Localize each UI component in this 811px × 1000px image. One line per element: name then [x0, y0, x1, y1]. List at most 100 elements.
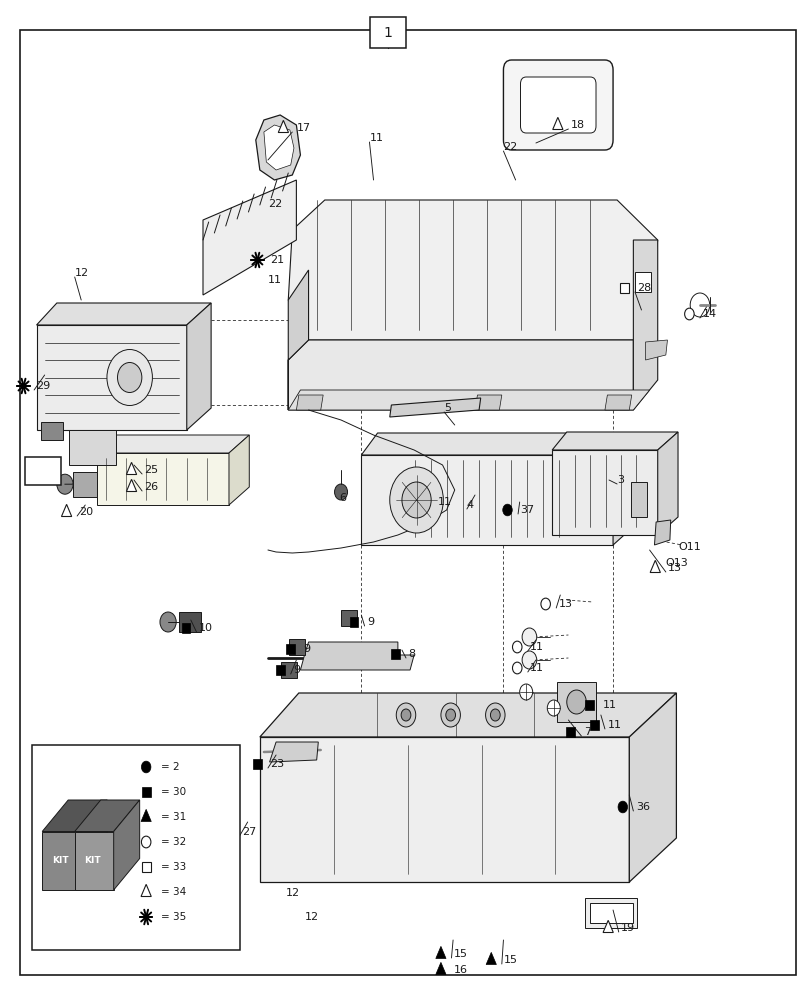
- Polygon shape: [361, 455, 612, 545]
- Text: 20: 20: [79, 507, 93, 517]
- Circle shape: [118, 363, 142, 393]
- Polygon shape: [603, 920, 612, 932]
- Text: 11: 11: [437, 497, 451, 507]
- Text: 1: 1: [384, 26, 392, 40]
- Polygon shape: [361, 433, 637, 455]
- Polygon shape: [288, 340, 633, 410]
- Text: 11: 11: [530, 642, 543, 652]
- Circle shape: [540, 598, 550, 610]
- Polygon shape: [141, 884, 151, 896]
- Polygon shape: [552, 117, 562, 129]
- Text: = 31: = 31: [161, 812, 186, 822]
- Polygon shape: [389, 398, 480, 417]
- Polygon shape: [114, 800, 139, 890]
- Text: = 35: = 35: [161, 912, 186, 922]
- Bar: [585, 700, 593, 710]
- Polygon shape: [97, 453, 229, 505]
- Bar: [556, 682, 595, 722]
- Polygon shape: [75, 832, 114, 890]
- Polygon shape: [260, 737, 629, 882]
- Bar: [286, 644, 294, 654]
- Polygon shape: [650, 560, 659, 572]
- Text: 22: 22: [503, 142, 517, 152]
- Text: 13: 13: [558, 599, 572, 609]
- Text: 11: 11: [602, 700, 616, 710]
- Circle shape: [160, 612, 176, 632]
- Text: 23: 23: [270, 759, 284, 769]
- Bar: [73, 472, 97, 497]
- Text: 9: 9: [367, 617, 374, 627]
- Text: 11: 11: [530, 663, 543, 673]
- Text: 16: 16: [453, 965, 467, 975]
- Bar: [225, 827, 233, 837]
- Polygon shape: [260, 693, 676, 737]
- Polygon shape: [436, 962, 445, 974]
- Circle shape: [21, 383, 26, 389]
- Polygon shape: [612, 433, 637, 545]
- Circle shape: [512, 662, 521, 674]
- Text: 27: 27: [242, 827, 256, 837]
- Polygon shape: [551, 450, 657, 535]
- Circle shape: [512, 641, 521, 653]
- Text: 14: 14: [702, 309, 715, 319]
- Bar: [630, 482, 646, 517]
- Bar: [589, 903, 632, 923]
- Text: 18: 18: [570, 120, 584, 130]
- Circle shape: [490, 709, 500, 721]
- Polygon shape: [42, 832, 81, 890]
- Text: 24: 24: [43, 465, 58, 475]
- Polygon shape: [42, 800, 107, 832]
- Text: 6: 6: [339, 493, 346, 503]
- Circle shape: [255, 257, 260, 263]
- Bar: [341, 610, 357, 626]
- Bar: [178, 612, 201, 632]
- Bar: [253, 759, 261, 769]
- Polygon shape: [300, 642, 414, 670]
- Bar: [350, 617, 358, 627]
- Text: 11: 11: [607, 720, 620, 730]
- Circle shape: [144, 914, 148, 920]
- Text: 10: 10: [199, 623, 212, 633]
- Text: 9: 9: [293, 665, 300, 675]
- Polygon shape: [62, 504, 71, 516]
- Polygon shape: [141, 809, 151, 822]
- Text: O11: O11: [678, 542, 701, 552]
- Polygon shape: [296, 395, 323, 410]
- Text: 25: 25: [144, 465, 158, 475]
- Bar: [584, 898, 637, 928]
- Text: 11: 11: [268, 275, 281, 285]
- Bar: [370, 17, 406, 48]
- Circle shape: [57, 474, 73, 494]
- Circle shape: [334, 484, 347, 500]
- Polygon shape: [36, 325, 187, 430]
- Circle shape: [141, 836, 151, 848]
- Circle shape: [107, 350, 152, 406]
- Bar: [566, 727, 574, 737]
- Text: 4: 4: [466, 500, 474, 510]
- Text: 12: 12: [75, 268, 88, 278]
- Polygon shape: [645, 340, 667, 360]
- Polygon shape: [633, 240, 657, 410]
- Bar: [634, 272, 650, 292]
- Text: 17: 17: [296, 123, 310, 133]
- Polygon shape: [288, 390, 649, 410]
- Polygon shape: [288, 270, 308, 410]
- Polygon shape: [97, 435, 249, 453]
- Text: KIT: KIT: [52, 856, 69, 865]
- Text: 15: 15: [453, 949, 467, 959]
- Text: 9: 9: [303, 644, 311, 654]
- Text: = 2: = 2: [161, 762, 179, 772]
- Circle shape: [521, 628, 536, 646]
- Text: 13: 13: [667, 563, 681, 573]
- Text: 8: 8: [408, 649, 415, 659]
- FancyBboxPatch shape: [520, 77, 595, 133]
- Polygon shape: [629, 693, 676, 882]
- Circle shape: [519, 684, 532, 700]
- Polygon shape: [288, 200, 657, 340]
- Text: 37: 37: [520, 505, 534, 515]
- Polygon shape: [657, 432, 677, 535]
- Text: 28: 28: [637, 283, 651, 293]
- Text: 12: 12: [285, 888, 299, 898]
- Circle shape: [396, 703, 415, 727]
- Polygon shape: [436, 946, 445, 958]
